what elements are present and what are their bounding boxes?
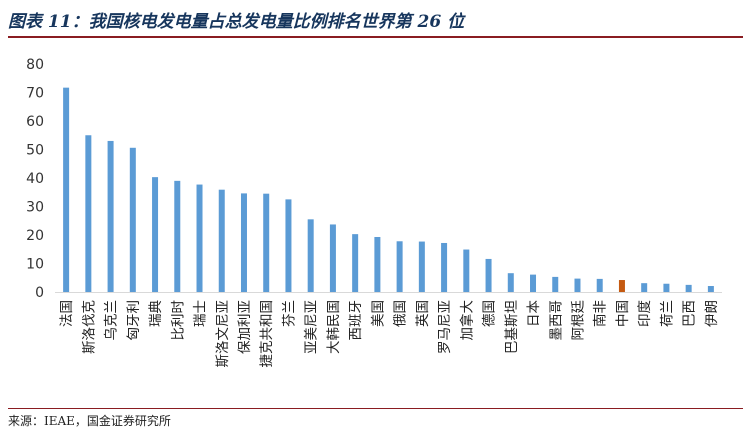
category-label: 南非 [593,300,609,327]
category-label: 比利时 [170,300,186,341]
bar-7 [196,184,203,292]
bar-19 [463,249,470,292]
chart-title: 图表 11：我国核电发电量占总发电量比例排名世界第 26 位 [8,11,465,32]
category-label: 法国 [59,300,75,327]
category-label: 大韩民国 [326,300,342,354]
y-tick-label: 10 [26,257,44,273]
title-divider [8,36,743,38]
bar-27 [641,283,648,292]
category-label: 罗马尼亚 [437,300,453,354]
axes: 0 10 20 30 40 50 60 70 80 [26,57,722,301]
title-bar: 图表 11：我国核电发电量占总发电量比例排名世界第 26 位 [8,4,743,34]
category-label: 伊朗 [704,300,720,327]
bar-20 [485,258,492,292]
bar-17 [418,241,425,292]
bar-26 [618,280,625,292]
category-label: 德国 [482,300,498,327]
bar-14 [352,234,359,292]
category-label: 亚美尼亚 [304,300,320,354]
category-label: 印度 [637,300,653,327]
y-tick-label: 60 [26,114,44,130]
y-tick-label: 30 [26,200,44,216]
bar-23 [552,276,559,292]
bar-8 [218,189,225,292]
category-label: 阿根廷 [570,300,586,341]
category-label: 巴西 [682,300,698,327]
bar-13 [329,224,336,292]
bar-2 [85,135,92,292]
bar-28 [663,283,670,292]
bar-22 [530,274,537,292]
category-label: 乌克兰 [104,300,120,341]
bar-25 [596,278,603,292]
category-label: 保加利亚 [237,300,253,354]
y-tick-label: 20 [26,228,44,244]
y-tick-label: 0 [35,285,44,301]
category-label: 瑞士 [193,300,209,327]
y-tick-label: 40 [26,171,44,187]
bar-18 [441,242,448,292]
y-tick-label: 70 [26,86,44,102]
bar-15 [374,236,381,292]
bar-9 [240,193,247,292]
category-label: 匈牙利 [126,300,142,341]
y-tick-label: 80 [26,57,44,73]
category-label: 瑞典 [148,300,164,327]
category-label: 西班牙 [348,300,364,341]
category-labels: 法国 斯洛伐克 乌克兰 匈牙利 瑞典 比利时 瑞士 斯洛文尼亚 保加利亚 捷克共和国 芬兰 亚美尼亚大… [59,300,720,368]
bar-4 [129,147,136,292]
category-label: 墨西哥 [548,300,564,341]
bar-6 [174,180,181,292]
category-label: 芬兰 [281,300,297,327]
bar-11 [285,199,292,292]
bar-5 [152,177,159,292]
category-label: 斯洛文尼亚 [215,300,231,368]
bar-30 [707,286,714,292]
bar-10 [263,193,270,292]
category-label: 日本 [526,300,542,327]
bar-16 [396,241,403,292]
category-label: 巴基斯坦 [503,300,520,354]
bar-24 [574,278,581,292]
bar-3 [107,140,114,292]
y-tick-label: 50 [26,143,44,159]
category-label: 斯洛伐克 [81,300,97,354]
category-label: 英国 [414,300,431,327]
category-label: 美国 [370,300,386,327]
category-label: 俄国 [393,300,409,327]
category-label: 荷兰 [659,300,675,327]
category-label: 加拿大 [458,300,475,341]
bar-1 [63,87,70,292]
bar-29 [685,284,692,292]
bar-12 [307,219,314,292]
footer-divider [8,408,743,409]
bar-21 [507,273,514,292]
category-label: 中国 [615,300,631,327]
bars [63,87,714,292]
bar-chart: 0 10 20 30 40 50 60 70 80 法国 斯洛伐克 乌克兰 匈牙利 瑞典 比利时 瑞士 斯洛文… [26,57,722,368]
category-label: 捷克共和国 [259,300,275,368]
source-note: 来源：IEAE，国金证券研究所 [8,414,171,428]
